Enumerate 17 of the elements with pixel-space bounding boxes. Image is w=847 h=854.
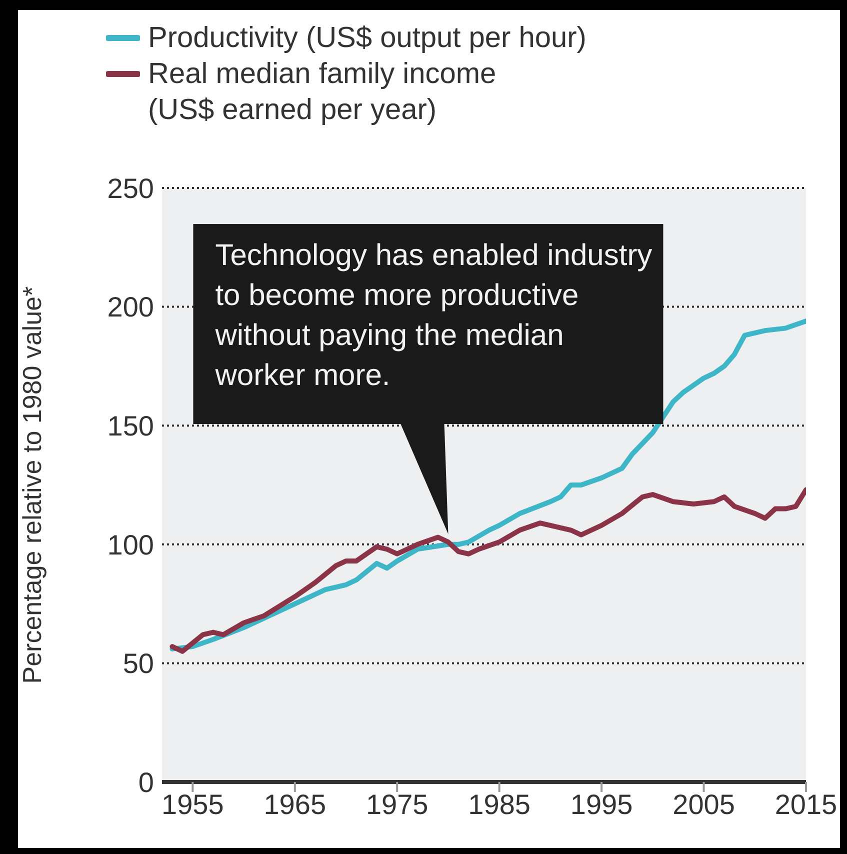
annotation: Technology has enabled industry to become more productive without paying the median worker more.	[215, 238, 654, 394]
legend-label: Productivity (US$ output per hour)	[148, 21, 586, 56]
y-tick-label: 200	[107, 292, 154, 323]
y-tick-label: 0	[138, 766, 154, 798]
x-tick-label: 1995	[570, 788, 633, 820]
x-tick-label: 1985	[468, 788, 530, 820]
y-tick-label: 150	[107, 410, 154, 442]
x-tick-label: 2005	[672, 788, 735, 820]
y-tick-label: 100	[107, 529, 154, 560]
y-tick-label: 50	[122, 648, 154, 680]
x-tick-label: 1965	[264, 788, 326, 820]
x-tick-label: 1975	[366, 788, 428, 820]
y-tick-label: 250	[107, 172, 154, 204]
y-axis-title: Percentage relative to 1980 value*	[17, 286, 48, 684]
x-tick-label: 2015	[774, 788, 838, 820]
legend-label: Real median family income (US$ earned per year)	[148, 57, 498, 128]
x-tick-label: 1955	[162, 788, 224, 820]
